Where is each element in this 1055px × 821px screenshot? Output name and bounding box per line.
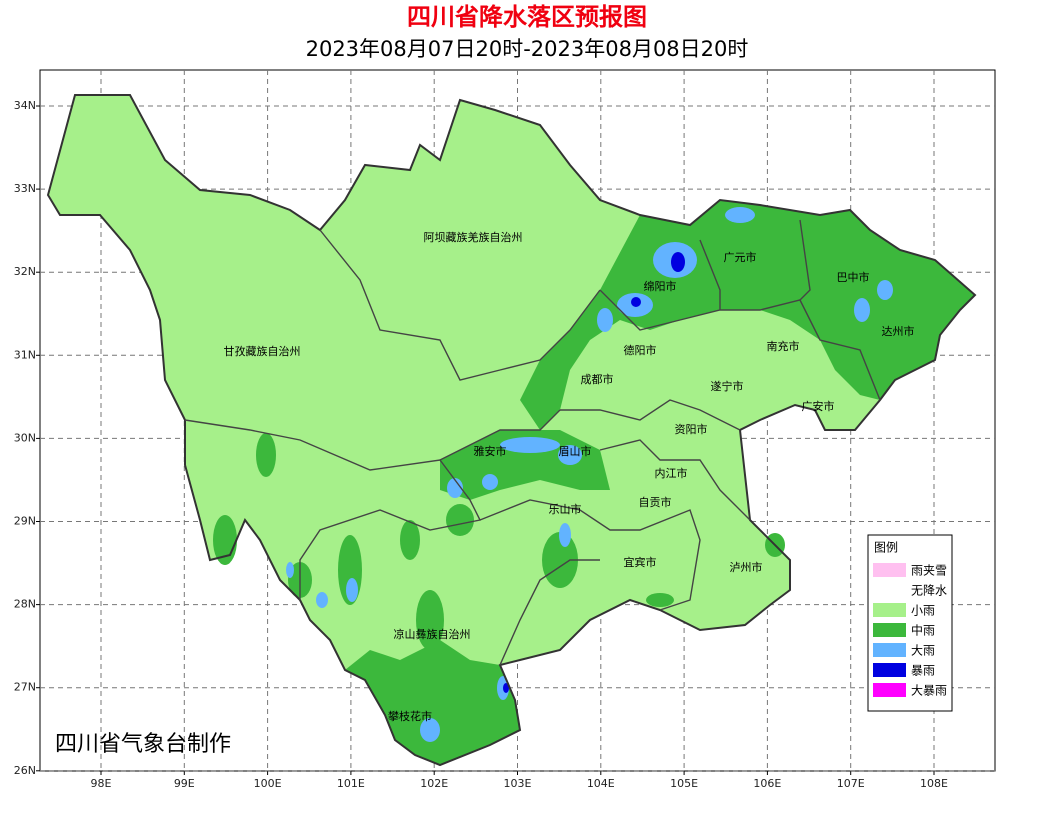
lon-label: 105E [670, 777, 698, 790]
region-label: 达州市 [882, 324, 915, 338]
lat-label: 28N [14, 598, 36, 611]
region-label: 宜宾市 [624, 555, 657, 569]
legend-swatch [873, 563, 906, 577]
credit: 四川省气象台制作 [55, 732, 231, 757]
region-label: 巴中市 [837, 270, 870, 284]
region-label: 南充市 [767, 339, 800, 353]
legend-title: 图例 [874, 541, 898, 555]
region-label: 广元市 [724, 250, 757, 264]
region-label: 乐山市 [549, 502, 582, 516]
region-label: 雅安市 [474, 444, 507, 458]
lat-label: 31N [14, 348, 36, 361]
lat-label: 27N [14, 681, 36, 694]
lon-label: 106E [753, 777, 781, 790]
legend-label: 中雨 [911, 623, 935, 638]
region-label: 眉山市 [559, 444, 592, 458]
lon-label: 100E [254, 777, 282, 790]
legend-label: 大暴雨 [911, 684, 947, 698]
legend-swatch [873, 683, 906, 697]
lon-label: 108E [920, 777, 948, 790]
region-label: 自贡市 [639, 495, 672, 509]
region-label: 成都市 [581, 372, 614, 386]
region-label: 攀枝花市 [388, 709, 432, 723]
legend-swatch [873, 663, 906, 677]
legend-label: 小雨 [911, 604, 935, 618]
heavy-rain-areas [286, 207, 893, 742]
region-label: 泸州市 [730, 560, 763, 574]
region-label: 德阳市 [624, 343, 657, 357]
legend-swatch [873, 643, 906, 657]
region-label: 凉山彝族自治州 [394, 627, 471, 641]
city-borders [184, 219, 881, 666]
legend-swatch [873, 583, 906, 597]
region-label: 内江市 [655, 466, 688, 480]
lat-label: 33N [14, 182, 36, 195]
lon-label: 102E [420, 777, 448, 790]
legend-label: 雨夹雪 [911, 564, 947, 578]
region-label: 绵阳市 [644, 279, 677, 293]
region-label: 阿坝藏族羌族自治州 [424, 230, 523, 244]
region-label: 遂宁市 [711, 379, 744, 393]
title: 四川省降水落区预报图 [407, 3, 647, 31]
lat-label: 26N [14, 764, 36, 777]
lon-label: 99E [174, 777, 195, 790]
legend-swatch [873, 603, 906, 617]
lon-label: 107E [837, 777, 865, 790]
region-label: 广安市 [802, 399, 835, 413]
legend-label: 大雨 [911, 644, 935, 658]
province-border [46, 94, 977, 767]
lon-label: 104E [587, 777, 615, 790]
lat-label: 29N [14, 515, 36, 528]
lat-label: 32N [14, 265, 36, 278]
legend-label: 暴雨 [911, 664, 935, 678]
region-label: 甘孜藏族自治州 [224, 344, 301, 358]
lon-label: 101E [337, 777, 365, 790]
lon-label: 103E [504, 777, 532, 790]
region-label: 资阳市 [675, 422, 708, 436]
lat-label: 34N [14, 99, 36, 112]
legend-swatch [873, 623, 906, 637]
legend-label: 无降水 [911, 584, 947, 598]
rainstorm-areas [503, 252, 685, 693]
lat-label: 30N [14, 431, 36, 444]
subtitle: 2023年08月07日20时-2023年08月08日20时 [306, 37, 749, 61]
lon-label: 98E [91, 777, 112, 790]
